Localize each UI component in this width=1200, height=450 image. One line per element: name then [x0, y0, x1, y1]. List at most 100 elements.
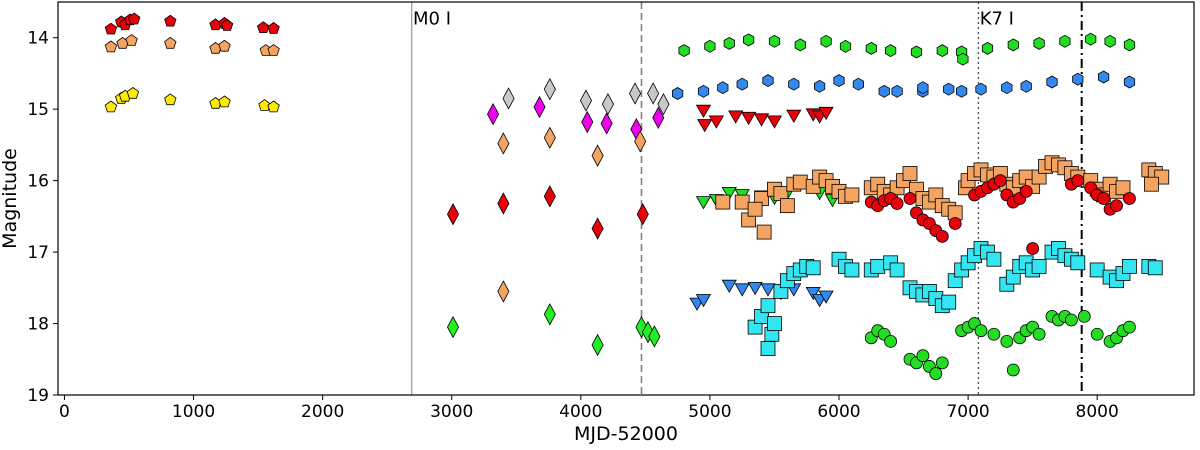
- y-tick-label: 18: [27, 315, 49, 335]
- point-green-diamond: [543, 303, 556, 326]
- point-yellow-pentagon: [218, 95, 231, 108]
- point-blue-hexagon: [717, 81, 729, 95]
- series-cyan-square: [747, 241, 1163, 356]
- point-green-hexagon: [768, 34, 781, 48]
- point-cyan-square: [1122, 258, 1137, 274]
- point-blue-hexagon: [878, 84, 890, 98]
- point-yellow-pentagon: [267, 100, 280, 113]
- point-grey-diamond: [579, 89, 593, 112]
- point-cyan-square: [1031, 258, 1047, 274]
- point-blue-hexagon: [833, 74, 845, 88]
- series-red-circle: [864, 174, 1136, 255]
- point-orange-pentagon: [267, 44, 280, 56]
- x-tick-label: 6000: [817, 402, 860, 422]
- point-cyan-square: [767, 316, 782, 331]
- point-grey-diamond: [601, 92, 614, 116]
- point-green-circle: [1077, 309, 1091, 323]
- point-green-hexagon: [1085, 32, 1097, 46]
- point-green-diamond: [446, 315, 460, 339]
- series-red-diamond: [446, 185, 649, 240]
- point-orange-pentagon: [125, 34, 138, 46]
- point-orange-square: [747, 201, 763, 217]
- x-tick-label: 4000: [559, 402, 602, 422]
- point-green-hexagon: [865, 41, 877, 55]
- point-green-hexagon: [820, 34, 832, 48]
- point-yellow-pentagon: [164, 93, 177, 106]
- x-tick-label: 8000: [1076, 402, 1119, 422]
- point-orange-square: [792, 174, 808, 190]
- point-magenta-diamond: [581, 110, 594, 134]
- point-green-diamond: [648, 325, 661, 348]
- point-red-circle: [1019, 184, 1033, 198]
- point-green-hexagon: [885, 44, 897, 58]
- point-orange-pentagon: [218, 39, 231, 52]
- series-red-triangle: [695, 104, 834, 133]
- point-blue-hexagon: [1001, 81, 1013, 95]
- point-yellow-pentagon: [258, 99, 271, 111]
- point-red-triangle: [741, 111, 757, 126]
- point-blue-hexagon: [672, 87, 684, 100]
- point-green-circle: [1032, 327, 1046, 341]
- point-orange-diamond: [497, 280, 510, 303]
- point-orange-square: [1144, 176, 1159, 192]
- point-red-circle: [890, 197, 904, 210]
- point-red-diamond: [446, 203, 460, 226]
- y-tick-label: 14: [27, 29, 49, 49]
- point-blue-hexagon: [788, 77, 800, 91]
- y-tick-label: 17: [27, 243, 49, 263]
- x-tick-label: 7000: [946, 402, 989, 422]
- point-green-hexagon: [723, 36, 735, 50]
- y-tick-label: 16: [27, 172, 49, 192]
- data-points: [104, 12, 1170, 380]
- point-red-diamond: [636, 203, 649, 226]
- point-blue-hexagon: [975, 82, 987, 96]
- point-cyan-square: [760, 341, 776, 356]
- point-blue-hexagon: [891, 84, 903, 98]
- x-tick-label: 3000: [430, 402, 473, 422]
- point-red-circle: [935, 229, 949, 243]
- point-blue-hexagon: [956, 84, 968, 98]
- point-orange-diamond: [543, 126, 556, 149]
- point-orange-square: [779, 198, 795, 214]
- series-blue-hexagon: [672, 70, 1136, 100]
- point-grey-diamond: [502, 87, 515, 110]
- series-orange-pentagon: [104, 34, 280, 56]
- point-orange-square: [715, 194, 731, 210]
- point-green-circle: [987, 327, 1001, 341]
- series-red-pentagon: [104, 12, 280, 35]
- point-red-triangle: [818, 106, 834, 121]
- point-red-circle: [1097, 192, 1111, 205]
- point-blue-hexagon: [736, 77, 748, 91]
- point-green-hexagon: [1123, 38, 1136, 52]
- series-orange-diamond: [497, 126, 647, 303]
- point-green-hexagon: [1059, 34, 1071, 48]
- point-red-pentagon: [220, 19, 234, 31]
- point-orange-pentagon: [104, 40, 118, 53]
- series-orange-square: [715, 155, 1170, 240]
- point-blue-triangle: [734, 283, 750, 297]
- point-grey-diamond: [629, 82, 642, 105]
- point-cyan-square: [1089, 262, 1105, 278]
- point-blue-hexagon: [1072, 72, 1084, 86]
- point-blue-hexagon: [917, 81, 929, 95]
- point-cyan-square: [1070, 255, 1086, 271]
- point-red-circle: [993, 174, 1007, 188]
- series-green-circle: [864, 309, 1136, 380]
- point-cyan-square: [941, 294, 957, 310]
- point-orange-square: [844, 187, 860, 203]
- point-red-circle: [1026, 242, 1040, 255]
- point-blue-hexagon: [1020, 79, 1032, 93]
- series-yellow-pentagon: [104, 87, 280, 113]
- point-magenta-diamond: [600, 112, 613, 135]
- y-tick-label: 15: [27, 100, 49, 120]
- point-green-circle: [929, 367, 943, 380]
- point-red-pentagon: [128, 12, 141, 25]
- point-red-triangle: [728, 110, 744, 124]
- point-green-hexagon: [1007, 38, 1019, 52]
- point-red-pentagon: [104, 22, 118, 35]
- point-red-triangle: [786, 109, 802, 124]
- point-grey-diamond: [647, 82, 660, 105]
- point-blue-hexagon: [697, 84, 710, 98]
- point-blue-triangle: [818, 290, 834, 304]
